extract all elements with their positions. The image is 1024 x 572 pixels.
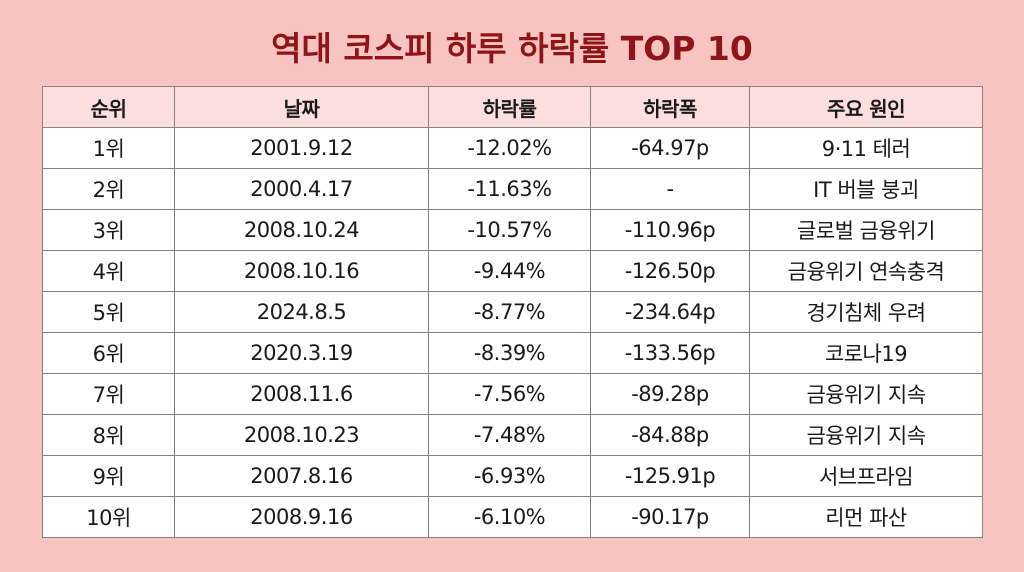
header-drop-points: 하락폭 bbox=[590, 86, 750, 128]
cell-main-cause: 금융위기 연속충격 bbox=[749, 250, 983, 292]
cell-drop-rate: -9.44% bbox=[428, 250, 591, 292]
cell-drop-rate: -7.48% bbox=[428, 414, 591, 456]
header-rank: 순위 bbox=[42, 86, 175, 128]
cell-drop-rate: -10.57% bbox=[428, 209, 591, 251]
cell-drop-points: -110.96p bbox=[590, 209, 750, 251]
cell-rank: 2위 bbox=[42, 168, 175, 210]
cell-date: 2024.8.5 bbox=[174, 291, 429, 333]
cell-drop-rate: -11.63% bbox=[428, 168, 591, 210]
cell-date: 2008.9.16 bbox=[174, 496, 429, 538]
cell-rank: 4위 bbox=[42, 250, 175, 292]
cell-rank: 9위 bbox=[42, 455, 175, 497]
table-row: 1위 2001.9.12 -12.02% -64.97p 9·11 테러 bbox=[42, 127, 983, 169]
cell-rank: 8위 bbox=[42, 414, 175, 456]
cell-drop-rate: -7.56% bbox=[428, 373, 591, 415]
table-row: 6위 2020.3.19 -8.39% -133.56p 코로나19 bbox=[42, 332, 983, 374]
cell-drop-points: -234.64p bbox=[590, 291, 750, 333]
cell-drop-points: -126.50p bbox=[590, 250, 750, 292]
table-row: 8위 2008.10.23 -7.48% -84.88p 금융위기 지속 bbox=[42, 414, 983, 456]
cell-rank: 5위 bbox=[42, 291, 175, 333]
header-main-cause: 주요 원인 bbox=[749, 86, 983, 128]
cell-drop-points: -133.56p bbox=[590, 332, 750, 374]
cell-rank: 1위 bbox=[42, 127, 175, 169]
kospi-drop-table: 순위 날짜 하락률 하락폭 주요 원인 1위 2001.9.12 -12.02%… bbox=[42, 86, 983, 538]
table-row: 5위 2024.8.5 -8.77% -234.64p 경기침체 우려 bbox=[42, 291, 983, 333]
cell-drop-points: -64.97p bbox=[590, 127, 750, 169]
table-row: 7위 2008.11.6 -7.56% -89.28p 금융위기 지속 bbox=[42, 373, 983, 415]
cell-date: 2008.10.23 bbox=[174, 414, 429, 456]
cell-main-cause: 금융위기 지속 bbox=[749, 414, 983, 456]
cell-drop-points: -125.91p bbox=[590, 455, 750, 497]
cell-main-cause: IT 버블 붕괴 bbox=[749, 168, 983, 210]
cell-drop-rate: -6.93% bbox=[428, 455, 591, 497]
cell-rank: 10위 bbox=[42, 496, 175, 538]
cell-drop-points: - bbox=[590, 168, 750, 210]
cell-rank: 3위 bbox=[42, 209, 175, 251]
cell-drop-rate: -8.77% bbox=[428, 291, 591, 333]
table-row: 2위 2000.4.17 -11.63% - IT 버블 붕괴 bbox=[42, 168, 983, 210]
cell-drop-rate: -8.39% bbox=[428, 332, 591, 374]
cell-rank: 6위 bbox=[42, 332, 175, 374]
cell-main-cause: 경기침체 우려 bbox=[749, 291, 983, 333]
cell-date: 2000.4.17 bbox=[174, 168, 429, 210]
table-row: 10위 2008.9.16 -6.10% -90.17p 리먼 파산 bbox=[42, 496, 983, 538]
cell-date: 2008.10.24 bbox=[174, 209, 429, 251]
cell-drop-points: -84.88p bbox=[590, 414, 750, 456]
header-date: 날짜 bbox=[174, 86, 429, 128]
page-title: 역대 코스피 하루 하락률 TOP 10 bbox=[271, 29, 753, 68]
cell-drop-points: -90.17p bbox=[590, 496, 750, 538]
table-header-row: 순위 날짜 하락률 하락폭 주요 원인 bbox=[42, 86, 983, 128]
cell-main-cause: 금융위기 지속 bbox=[749, 373, 983, 415]
cell-main-cause: 9·11 테러 bbox=[749, 127, 983, 169]
cell-drop-rate: -12.02% bbox=[428, 127, 591, 169]
cell-date: 2001.9.12 bbox=[174, 127, 429, 169]
cell-date: 2008.10.16 bbox=[174, 250, 429, 292]
table-row: 4위 2008.10.16 -9.44% -126.50p 금융위기 연속충격 bbox=[42, 250, 983, 292]
cell-drop-rate: -6.10% bbox=[428, 496, 591, 538]
cell-main-cause: 글로벌 금융위기 bbox=[749, 209, 983, 251]
cell-rank: 7위 bbox=[42, 373, 175, 415]
cell-main-cause: 서브프라임 bbox=[749, 455, 983, 497]
header-drop-rate: 하락률 bbox=[428, 86, 591, 128]
cell-main-cause: 리먼 파산 bbox=[749, 496, 983, 538]
cell-main-cause: 코로나19 bbox=[749, 332, 983, 374]
cell-drop-points: -89.28p bbox=[590, 373, 750, 415]
cell-date: 2008.11.6 bbox=[174, 373, 429, 415]
table-row: 3위 2008.10.24 -10.57% -110.96p 글로벌 금융위기 bbox=[42, 209, 983, 251]
table-row: 9위 2007.8.16 -6.93% -125.91p 서브프라임 bbox=[42, 455, 983, 497]
cell-date: 2007.8.16 bbox=[174, 455, 429, 497]
cell-date: 2020.3.19 bbox=[174, 332, 429, 374]
